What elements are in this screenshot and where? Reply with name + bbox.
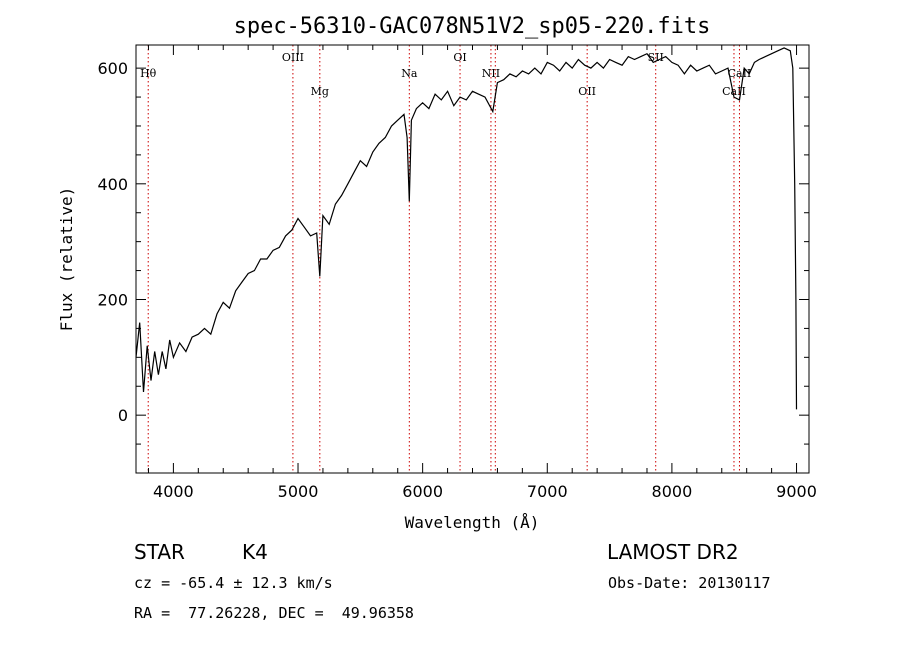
survey-name: LAMOST DR2 bbox=[607, 540, 739, 564]
spectral-line-label-0: Hθ bbox=[140, 67, 157, 80]
spectral-line-label-4: OI bbox=[453, 51, 466, 64]
x-tick-label-0: 4000 bbox=[153, 482, 194, 501]
y-axis-title: Flux (relative) bbox=[57, 187, 76, 332]
observation-date: Obs-Date: 20130117 bbox=[608, 574, 771, 592]
y-tick-label-1: 200 bbox=[97, 290, 128, 309]
spectral-line-label-5: NII bbox=[482, 67, 500, 80]
chart-title: spec-56310-GAC078N51V2_sp05-220.fits bbox=[234, 14, 711, 39]
x-tick-label-2: 6000 bbox=[402, 482, 443, 501]
spectral-line-label-1: OIII bbox=[282, 51, 304, 64]
x-axis-title: Wavelength (Å) bbox=[405, 513, 540, 532]
spectral-line-label-3: Na bbox=[401, 67, 418, 80]
x-tick-label-1: 5000 bbox=[278, 482, 319, 501]
y-tick-label-0: 0 bbox=[118, 406, 128, 425]
spectral-line-label-2: Mg bbox=[311, 85, 329, 98]
y-tick-label-2: 400 bbox=[97, 175, 128, 194]
y-tick-label-3: 600 bbox=[97, 59, 128, 78]
spectral-line-label-10: CaII bbox=[728, 67, 752, 80]
x-axis-ticks: 4000 5000 6000 7000 8000 9000 bbox=[147, 45, 817, 501]
spectrum-series-line bbox=[135, 47, 798, 410]
x-tick-label-4: 8000 bbox=[652, 482, 693, 501]
object-subclass: K4 bbox=[242, 540, 268, 564]
spectral-line-label-7: OII bbox=[578, 85, 596, 98]
redshift-velocity: cz = -65.4 ± 12.3 km/s bbox=[134, 574, 333, 592]
x-tick-label-3: 7000 bbox=[527, 482, 568, 501]
object-class: STAR bbox=[134, 540, 185, 564]
plot-frame bbox=[135, 44, 810, 474]
y-axis-ticks: 0 200 400 600 bbox=[97, 59, 809, 474]
x-tick-label-5: 9000 bbox=[776, 482, 817, 501]
sky-coordinates: RA = 77.26228, DEC = 49.96358 bbox=[134, 604, 414, 622]
